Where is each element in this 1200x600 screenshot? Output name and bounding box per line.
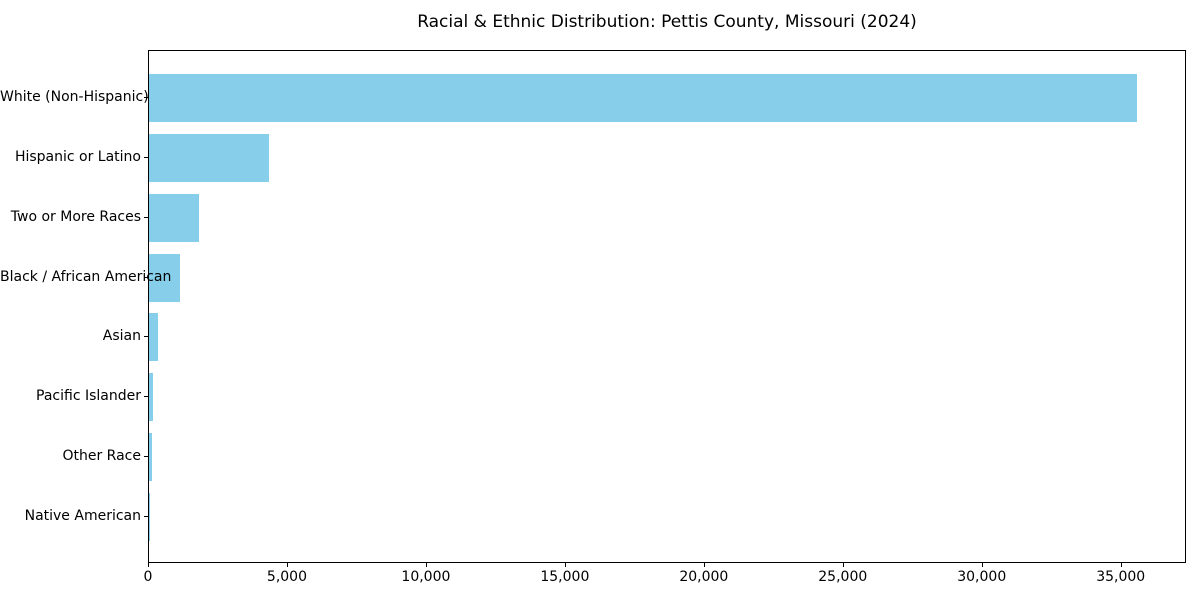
- y-tick-label-hispanic-or-latino: Hispanic or Latino: [14, 149, 141, 166]
- x-tick-mark: [842, 563, 844, 567]
- x-tick-mark: [564, 563, 566, 567]
- bar-native-american: [149, 492, 150, 541]
- bars-layer: [149, 51, 1185, 562]
- x-tick-label-30-000: 30,000: [957, 569, 1007, 585]
- y-tick-label-white-non-hispanic: White (Non-Hispanic): [0, 89, 149, 106]
- bar-white-non-hispanic: [149, 74, 1138, 123]
- y-tick-label-black-african-american: Black / African American: [0, 268, 172, 285]
- x-tick-label-0: 0: [143, 569, 153, 585]
- y-tick-label-asian: Asian: [102, 328, 141, 345]
- bar-other-race: [149, 433, 153, 481]
- x-tick-label-35-000: 35,000: [1096, 569, 1146, 585]
- chart-title: Racial & Ethnic Distribution: Pettis Cou…: [417, 12, 917, 32]
- y-tick-label-other-race: Other Race: [62, 447, 141, 464]
- y-tick-label-pacific-islander: Pacific Islander: [36, 388, 141, 405]
- y-tick-label-native-american: Native American: [24, 507, 141, 524]
- x-tick-label-15-000: 15,000: [540, 569, 590, 585]
- bar-pacific-islander: [149, 373, 154, 422]
- x-tick-label-25-000: 25,000: [818, 569, 868, 585]
- x-tick-mark: [286, 563, 288, 567]
- bar-hispanic-or-latino: [149, 134, 269, 182]
- plot-area: [148, 50, 1186, 563]
- x-tick-mark: [1120, 563, 1122, 567]
- bar-asian: [149, 313, 158, 362]
- x-tick-label-10-000: 10,000: [401, 569, 451, 585]
- y-tick-label-two-or-more-races: Two or More Races: [10, 208, 141, 225]
- x-tick-label-5-000: 5,000: [266, 569, 307, 585]
- bar-black-african-american: [149, 253, 180, 302]
- x-tick-mark: [148, 563, 149, 567]
- x-tick-mark: [703, 563, 705, 567]
- y-axis: White (Non-Hispanic) Hispanic or Latino Tw…: [0, 50, 172, 563]
- x-tick-mark: [981, 563, 983, 567]
- x-tick-mark: [425, 563, 427, 567]
- x-tick-label-20-000: 20,000: [679, 569, 729, 585]
- bar-two-or-more-races: [149, 193, 199, 242]
